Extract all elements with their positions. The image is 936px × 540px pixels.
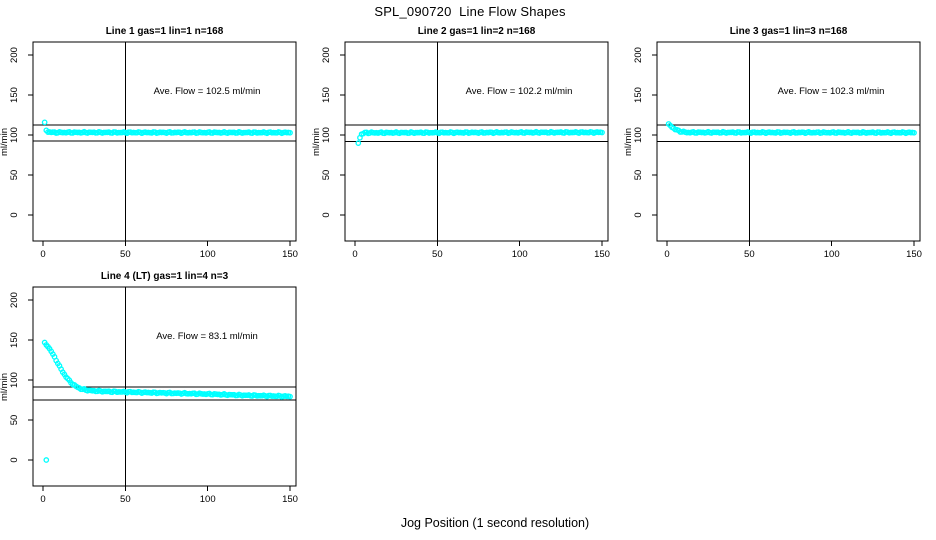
- y-tick-label: 100: [9, 127, 20, 143]
- y-tick-label: 0: [633, 212, 644, 217]
- flow-point: [599, 129, 605, 136]
- ave-flow-annotation: Ave. Flow = 102.2 ml/min: [466, 86, 573, 97]
- x-tick-label: 0: [40, 494, 45, 505]
- x-tick-label: 150: [594, 249, 610, 260]
- subplot-line-4: 0 50 100 150 0 50 100 150 200 ml/min Line 4 (LT) g…: [0, 263, 312, 513]
- y-tick-label: 0: [321, 212, 332, 217]
- y-axis-unit-label: ml/min: [312, 128, 322, 156]
- y-tick-label: 150: [9, 87, 20, 103]
- x-tick-label: 50: [120, 494, 131, 505]
- y-tick-label: 100: [9, 372, 20, 388]
- y-tick-label: 0: [9, 212, 20, 217]
- y-axis-unit-label: ml/min: [0, 128, 10, 156]
- y-tick-label: 0: [9, 457, 20, 462]
- y-axis-unit-label: ml/min: [624, 128, 634, 156]
- x-tick-label: 0: [664, 249, 669, 260]
- x-tick-label: 150: [906, 249, 922, 260]
- y-axis: 0 50 100 150 200 ml/min: [0, 292, 33, 463]
- y-tick-label: 200: [9, 292, 20, 308]
- ave-flow-annotation: Ave. Flow = 102.5 ml/min: [154, 86, 261, 97]
- x-tick-label: 100: [824, 249, 840, 260]
- y-axis-unit-label: ml/min: [0, 373, 10, 401]
- subplot-title: Line 2 gas=1 lin=2 n=168: [418, 26, 536, 37]
- x-tick-label: 50: [744, 249, 755, 260]
- flow-point: [287, 393, 293, 400]
- x-tick-label: 150: [282, 494, 298, 505]
- x-tick-label: 0: [352, 249, 357, 260]
- x-axis: 0 50 100 150: [40, 241, 298, 260]
- x-tick-label: 100: [200, 494, 216, 505]
- subplot-line-2: 0 50 100 150 0 50 100 150 200 ml/min Line 2 gas=1 …: [312, 18, 624, 268]
- x-tick-label: 150: [282, 249, 298, 260]
- subplot-svg: 0 50 100 150 0 50 100 150 200 ml/min Line 1 gas=1 …: [0, 26, 298, 260]
- ref-lines: [345, 42, 608, 241]
- y-tick-label: 100: [633, 127, 644, 143]
- y-tick-label: 50: [321, 170, 332, 181]
- y-tick-label: 50: [633, 170, 644, 181]
- subplot-line-3: 0 50 100 150 0 50 100 150 200 ml/min Line 3 gas=1 …: [624, 18, 936, 268]
- subplot-title: Line 1 gas=1 lin=1 n=168: [106, 26, 224, 37]
- ave-flow-annotation: Ave. Flow = 102.3 ml/min: [778, 86, 885, 97]
- ref-lines: [33, 42, 296, 241]
- y-tick-label: 150: [9, 332, 20, 348]
- flow-point: [355, 140, 362, 146]
- x-axis-label: Jog Position (1 second resolution): [400, 516, 590, 530]
- y-axis: 0 50 100 150 200 ml/min: [0, 47, 33, 218]
- y-axis: 0 50 100 150 200 ml/min: [624, 47, 657, 218]
- data-points: [41, 119, 293, 137]
- x-tick-label: 50: [432, 249, 443, 260]
- y-tick-label: 200: [321, 47, 332, 63]
- y-tick-label: 150: [633, 87, 644, 103]
- subplot-title: Line 3 gas=1 lin=3 n=168: [730, 26, 848, 37]
- x-tick-label: 100: [512, 249, 528, 260]
- x-tick-label: 100: [200, 249, 216, 260]
- ref-lines: [657, 42, 920, 241]
- flow-outlier-point: [43, 457, 50, 463]
- y-axis: 0 50 100 150 200 ml/min: [312, 47, 345, 218]
- flow-point: [41, 119, 48, 126]
- x-axis: 0 50 100 150: [40, 486, 298, 505]
- x-tick-label: 0: [40, 249, 45, 260]
- flow-point: [911, 129, 917, 136]
- subplot-line-1: 0 50 100 150 0 50 100 150 200 ml/min Line 1 gas=1 …: [0, 18, 312, 268]
- data-points: [355, 128, 605, 146]
- subplot-title: Line 4 (LT) gas=1 lin=4 n=3: [101, 271, 229, 282]
- data-points: [665, 121, 917, 137]
- flow-point: [287, 129, 293, 136]
- y-tick-label: 50: [9, 415, 20, 426]
- x-axis: 0 50 100 150: [352, 241, 610, 260]
- data-points: [41, 339, 293, 463]
- ave-flow-annotation: Ave. Flow = 83.1 ml/min: [156, 331, 257, 342]
- y-tick-label: 150: [321, 87, 332, 103]
- subplot-svg: 0 50 100 150 0 50 100 150 200 ml/min Line 3 gas=1 …: [624, 26, 922, 260]
- x-tick-label: 50: [120, 249, 131, 260]
- x-axis: 0 50 100 150: [664, 241, 922, 260]
- y-tick-label: 50: [9, 170, 20, 181]
- subplot-svg: 0 50 100 150 0 50 100 150 200 ml/min Line 2 gas=1 …: [312, 26, 610, 260]
- y-tick-label: 200: [633, 47, 644, 63]
- main-title: SPL_090720 Line Flow Shapes: [374, 4, 566, 19]
- y-tick-label: 200: [9, 47, 20, 63]
- y-tick-label: 100: [321, 127, 332, 143]
- subplot-svg: 0 50 100 150 0 50 100 150 200 ml/min Line 4 (LT) g…: [0, 271, 298, 505]
